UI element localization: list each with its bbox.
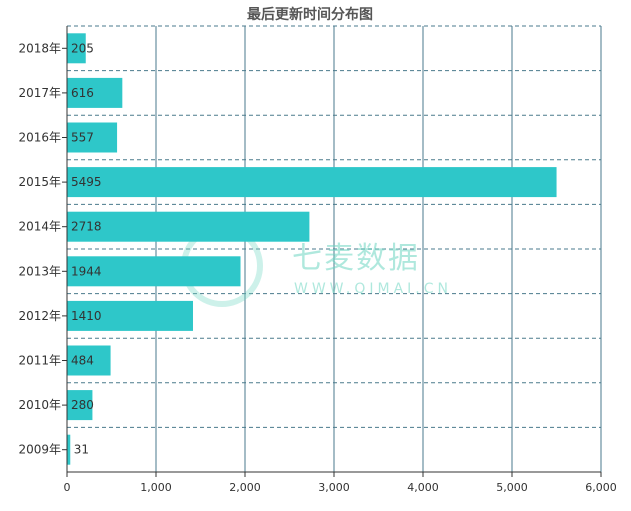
y-tick-label: 2013年 bbox=[18, 264, 61, 278]
x-tick-label: 1,000 bbox=[140, 481, 172, 494]
bar bbox=[67, 256, 241, 287]
bars: 205 616 557 5495 2718 1944 1410 484 280 31 bbox=[67, 33, 557, 465]
x-tick-label: 5,000 bbox=[496, 481, 528, 494]
data-label: 1944 bbox=[71, 264, 102, 278]
data-label: 5495 bbox=[71, 175, 102, 189]
bar bbox=[67, 345, 111, 376]
y-tick-label: 2016年 bbox=[18, 131, 61, 145]
watermark-subtext: WWW.QIMAI.CN bbox=[294, 281, 452, 297]
data-label: 484 bbox=[71, 354, 94, 368]
axes: 2018年 2017年 2016年 2015年 2014年 2013年 2012年 2011年… bbox=[18, 26, 617, 494]
bar bbox=[67, 33, 86, 64]
y-tick-label: 2009年 bbox=[18, 443, 61, 457]
data-label: 2718 bbox=[71, 220, 102, 234]
x-tick-label: 3,000 bbox=[318, 481, 350, 494]
y-tick-label: 2018年 bbox=[18, 41, 61, 55]
data-label: 1410 bbox=[71, 309, 102, 323]
watermark-text: 七麦数据 bbox=[292, 241, 420, 276]
data-label: 280 bbox=[71, 398, 94, 412]
x-tick-label: 6,000 bbox=[585, 481, 617, 494]
data-label: 557 bbox=[71, 131, 94, 145]
x-tick-label: 0 bbox=[64, 481, 71, 494]
bar bbox=[67, 167, 557, 198]
y-tick-label: 2015年 bbox=[18, 175, 61, 189]
bar bbox=[67, 211, 310, 242]
y-tick-label: 2010年 bbox=[18, 398, 61, 412]
y-tick-label: 2017年 bbox=[18, 86, 61, 100]
data-label: 205 bbox=[71, 41, 94, 55]
x-tick-label: 4,000 bbox=[407, 481, 439, 494]
bar bbox=[67, 122, 118, 153]
y-tick-label: 2014年 bbox=[18, 220, 61, 234]
bar bbox=[67, 300, 193, 331]
x-tick-label: 2,000 bbox=[229, 481, 261, 494]
data-label: 31 bbox=[74, 443, 89, 457]
grid-lines bbox=[67, 25, 602, 472]
bar bbox=[67, 434, 71, 465]
chart-title: 最后更新时间分布图 bbox=[247, 6, 373, 23]
y-tick-label: 2012年 bbox=[18, 309, 61, 323]
data-label: 616 bbox=[71, 86, 94, 100]
bar bbox=[67, 390, 93, 421]
bar bbox=[67, 77, 123, 108]
y-tick-label: 2011年 bbox=[18, 354, 61, 368]
